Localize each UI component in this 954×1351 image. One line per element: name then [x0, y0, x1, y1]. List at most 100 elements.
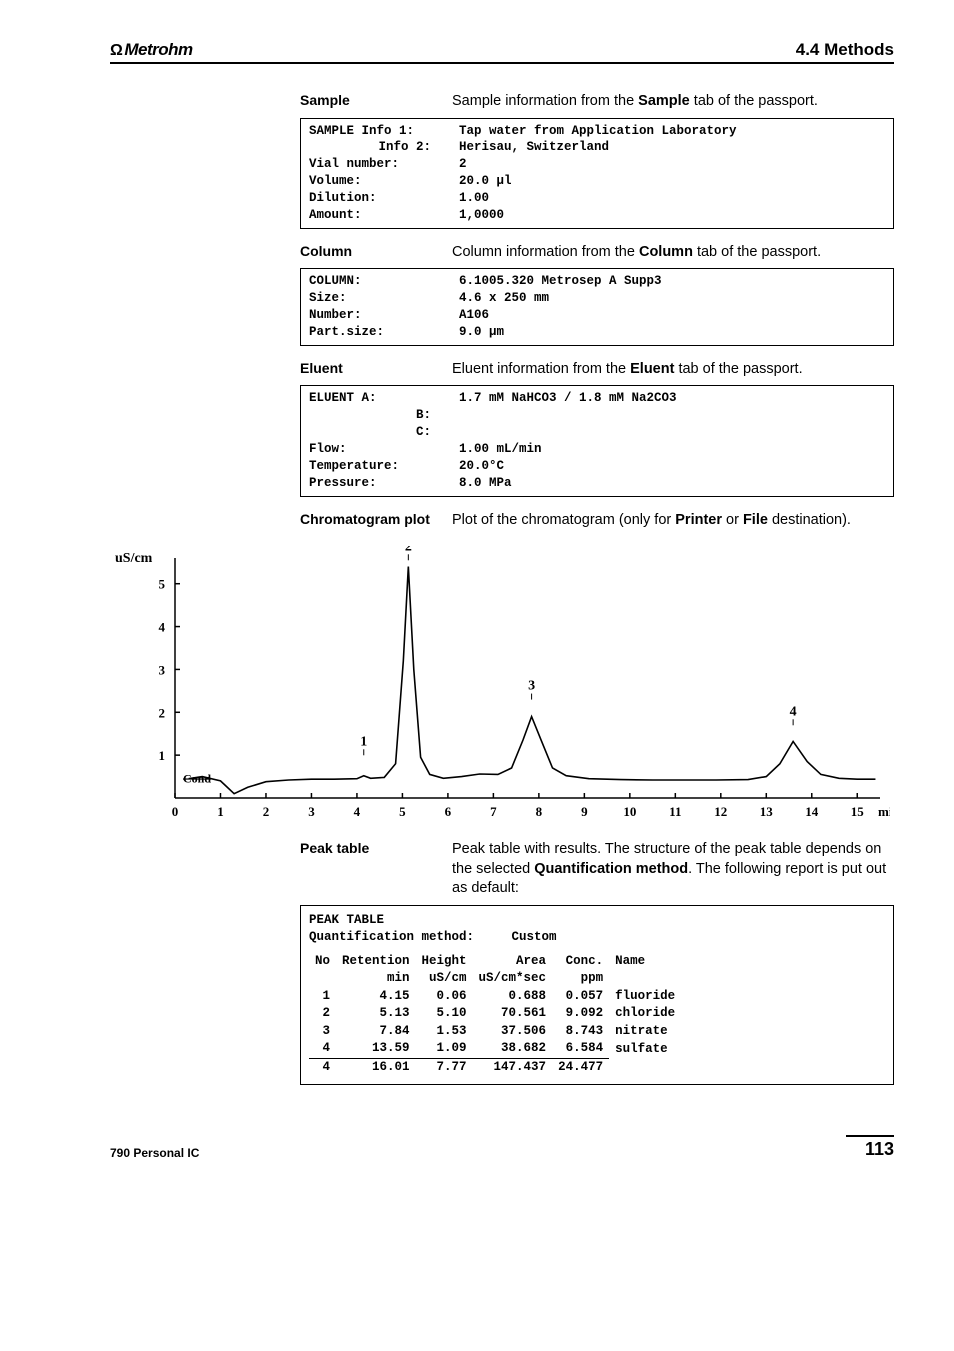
peaktable-cell: 4	[309, 1040, 336, 1058]
mono-key: Flow:	[309, 441, 459, 458]
mono-value: 8.0 MPa	[459, 475, 512, 492]
peaktable-col-header: No	[309, 953, 336, 971]
column-desc: Column information from the Column tab o…	[452, 243, 821, 263]
peaktable-cell: 6.584	[552, 1040, 609, 1058]
mono-key: B:	[309, 407, 459, 424]
mono-key: Dilution:	[309, 190, 459, 207]
peaktable-row: 413.591.0938.6826.584sulfate	[309, 1040, 681, 1058]
svg-text:1: 1	[159, 748, 166, 763]
eluent-desc: Eluent information from the Eluent tab o…	[452, 360, 803, 380]
peaktable-total-cell: 147.437	[473, 1059, 553, 1077]
mono-key: COLUMN:	[309, 273, 459, 290]
mono-value: Herisau, Switzerland	[459, 139, 609, 156]
mono-value: 1.00	[459, 190, 489, 207]
peaktable-cell: 9.092	[552, 1005, 609, 1023]
mono-key: Pressure:	[309, 475, 459, 492]
chromatogram-desc-bold1: Printer	[675, 512, 722, 528]
peaktable-col-header: Height	[416, 953, 473, 971]
peaktable-row: 14.150.060.6880.057fluoride	[309, 988, 681, 1006]
sample-term: Sample Sample information from the Sampl…	[300, 92, 894, 112]
svg-text:min: min	[878, 804, 890, 819]
column-desc-prefix: Column information from the	[452, 244, 639, 260]
chromatogram-desc-prefix: Plot of the chromatogram (only for	[452, 512, 675, 528]
svg-text:5: 5	[399, 804, 406, 819]
mono-value: 4.6 x 250 mm	[459, 290, 549, 307]
svg-text:3: 3	[159, 663, 166, 678]
peaktable-row: 25.135.1070.5619.092chloride	[309, 1005, 681, 1023]
mono-key: Temperature:	[309, 458, 459, 475]
svg-text:uS/cm: uS/cm	[115, 551, 153, 566]
mono-key: Info 2:	[309, 139, 459, 156]
svg-text:7: 7	[490, 804, 497, 819]
peaktable-cell: fluoride	[609, 988, 681, 1006]
peaktable-cell: 4.15	[336, 988, 416, 1006]
peaktable-col-unit: uS/cm	[416, 970, 473, 988]
svg-text:1: 1	[360, 735, 367, 750]
peaktable-cell: 13.59	[336, 1040, 416, 1058]
peaktable-cell: 0.688	[473, 988, 553, 1006]
peaktable-cell: 70.561	[473, 1005, 553, 1023]
mono-value: A106	[459, 307, 489, 324]
peaktable-total-cell: 4	[309, 1059, 336, 1077]
peaktable-cell: 3	[309, 1023, 336, 1041]
svg-text:0: 0	[172, 804, 179, 819]
mono-key: Vial number:	[309, 156, 459, 173]
peaktable-col-header: Area	[473, 953, 553, 971]
sample-desc-prefix: Sample information from the	[452, 93, 638, 109]
peaktable-cell: sulfate	[609, 1040, 681, 1058]
mono-value: 20.0 µl	[459, 173, 512, 190]
page-footer: 790 Personal IC 113	[110, 1135, 894, 1160]
mono-key: Amount:	[309, 207, 459, 224]
svg-text:12: 12	[714, 804, 727, 819]
peaktable-col-header: Conc.	[552, 953, 609, 971]
svg-text:13: 13	[760, 804, 774, 819]
peaktable-cell: 7.84	[336, 1023, 416, 1041]
mono-key: SAMPLE Info 1:	[309, 123, 459, 140]
svg-text:4: 4	[790, 705, 797, 720]
svg-text:2: 2	[405, 546, 412, 554]
brand-logo: ΩMetrohm	[110, 40, 193, 60]
sample-label: Sample	[300, 92, 452, 112]
mono-value: Tap water from Application Laboratory	[459, 123, 737, 140]
mono-value: 1,0000	[459, 207, 504, 224]
peaktable-col-unit: ppm	[552, 970, 609, 988]
eluent-desc-bold: Eluent	[630, 361, 674, 377]
mono-value: 6.1005.320 Metrosep A Supp3	[459, 273, 662, 290]
svg-text:4: 4	[354, 804, 361, 819]
peaktable-cell: 0.06	[416, 988, 473, 1006]
svg-text:8: 8	[536, 804, 543, 819]
chromatogram-chart: uS/cm123450123456789101112131415 minCond…	[110, 546, 894, 826]
svg-text:6: 6	[445, 804, 452, 819]
mono-key: Size:	[309, 290, 459, 307]
eluent-data-box: ELUENT A:1.7 mM NaHCO3 / 1.8 mM Na2CO3B:…	[300, 385, 894, 496]
chromatogram-desc-mid: or	[722, 512, 743, 528]
svg-text:9: 9	[581, 804, 588, 819]
peaktable-total-cell: 16.01	[336, 1059, 416, 1077]
peaktable-term: Peak table Peak table with results. The …	[300, 840, 894, 899]
sample-desc-bold: Sample	[638, 93, 690, 109]
svg-text:15: 15	[851, 804, 865, 819]
mono-key: ELUENT A:	[309, 390, 459, 407]
brand-text: Metrohm	[124, 40, 192, 59]
footer-left: 790 Personal IC	[110, 1146, 199, 1160]
svg-text:14: 14	[805, 804, 819, 819]
chromatogram-label: Chromatogram plot	[300, 511, 452, 531]
chromatogram-desc-bold2: File	[743, 512, 768, 528]
svg-text:3: 3	[528, 679, 535, 694]
peaktable-cell: 2	[309, 1005, 336, 1023]
peaktable-total-row: 416.017.77147.43724.477	[309, 1059, 681, 1077]
peaktable-cell: 8.743	[552, 1023, 609, 1041]
peaktable-cell: 1.09	[416, 1040, 473, 1058]
sample-data-box: SAMPLE Info 1:Tap water from Application…	[300, 118, 894, 229]
peaktable-col-unit	[609, 970, 681, 988]
svg-text:3: 3	[308, 804, 315, 819]
svg-text:10: 10	[623, 804, 636, 819]
mono-value: 1.00 mL/min	[459, 441, 542, 458]
peaktable-label: Peak table	[300, 840, 452, 899]
page-header: ΩMetrohm 4.4 Methods	[110, 40, 894, 64]
mono-key: Volume:	[309, 173, 459, 190]
column-data-box: COLUMN:6.1005.320 Metrosep A Supp3Size:4…	[300, 268, 894, 346]
peaktable-cell: 1	[309, 988, 336, 1006]
sample-desc: Sample information from the Sample tab o…	[452, 92, 818, 112]
svg-text:2: 2	[263, 804, 270, 819]
